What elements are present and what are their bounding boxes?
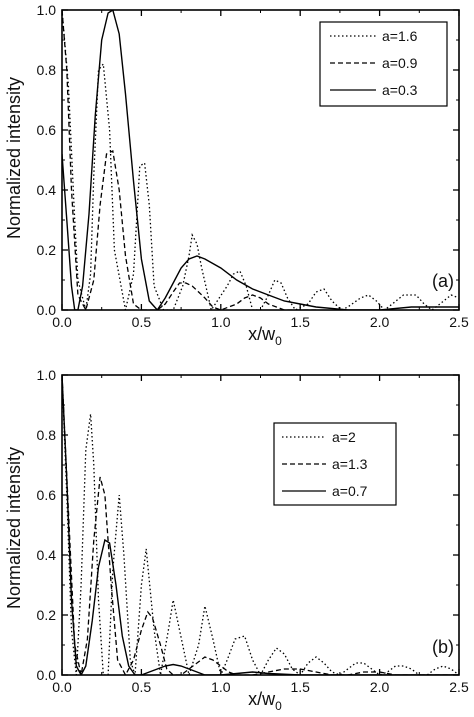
- panel-b-y-tick-label: 0.4: [37, 547, 57, 563]
- panel-a-y-tick-label: 0.8: [37, 62, 57, 78]
- panel-a-y-tick-label: 0.6: [37, 122, 57, 138]
- panel-b-series-3-line: [62, 375, 459, 675]
- panel-a-series-3-line: [62, 10, 459, 310]
- panel-a-x-tick-label: 2.5: [449, 314, 469, 330]
- panel-b-x-tick-label: 0.0: [52, 679, 72, 695]
- panel-b-y-axis-label: Normalized intensity: [4, 447, 24, 609]
- panel-b-x-tick-label: 2.0: [370, 679, 390, 695]
- panel-b-legend-text-1: a=2: [332, 429, 356, 445]
- panel-a-y-tick-label: 0.0: [37, 302, 57, 318]
- panel-a-y-tick-label: 0.4: [37, 182, 57, 198]
- panel-a-x-axis-label: x/w0: [248, 324, 282, 348]
- panel-b-y-tick-label: 0.2: [37, 607, 57, 623]
- panel-a-x-tick-label: 0.0: [52, 314, 72, 330]
- panel-a-legend-box: [319, 21, 448, 107]
- panel-b-label: (b): [432, 637, 454, 657]
- panel-a-series-2-line: [62, 10, 317, 310]
- panel-b-x-axis-label: x/w0: [248, 689, 282, 713]
- panel-b-series-2-line: [62, 375, 459, 675]
- panel-b-x-tick-label: 1.5: [290, 679, 310, 695]
- panel-a-legend-text-3: a=0.3: [382, 82, 418, 98]
- panel-b-y-tick-label: 0.8: [37, 427, 57, 443]
- panel-a-y-tick-label: 1.0: [37, 2, 57, 18]
- panel-b-x-tick-label: 2.5: [449, 679, 469, 695]
- panel-a-x-axis-label-sub: 0: [275, 334, 282, 348]
- panel-a-x-tick-label: 1.0: [211, 314, 231, 330]
- panel-a-plot-area: 0.0 0.5 1.0 1.5 2.0 2.5 0.0 0.2 0.4 0.6 0.8 1.0: [37, 2, 469, 330]
- panel-b: 0.0 0.5 1.0 1.5 2.0 2.5 0.0 0.2 0.4 0.6 0.8 1.0 (b)…: [4, 367, 469, 713]
- panel-a: 0.0 0.5 1.0 1.5 2.0 2.5 0.0 0.2 0.4 0.6 0.8 1.0 (a)…: [4, 2, 469, 348]
- panel-b-x-axis-label-main: x/w: [248, 689, 276, 709]
- panel-b-y-tick-label: 0.6: [37, 487, 57, 503]
- panel-a-x-tick-label: 0.5: [132, 314, 152, 330]
- panel-b-y-tick-label: 1.0: [37, 367, 57, 383]
- panel-a-label: (a): [432, 271, 454, 291]
- panel-b-series-1-line: [62, 375, 459, 675]
- panel-b-x-axis-label-sub: 0: [275, 699, 282, 713]
- panel-b-y-tick-label: 0.0: [37, 667, 57, 683]
- panel-a-legend-text-2: a=0.9: [382, 55, 418, 71]
- panel-a-legend: a=1.6 a=0.9 a=0.3: [319, 21, 448, 107]
- panel-b-legend-text-2: a=1.3: [332, 456, 368, 472]
- panel-a-x-tick-label: 1.5: [290, 314, 310, 330]
- panel-a-y-tick-label: 0.2: [37, 242, 57, 258]
- panel-b-legend-text-3: a=0.7: [332, 483, 368, 499]
- panel-a-x-axis-label-main: x/w: [248, 324, 276, 344]
- panel-a-x-tick-label: 2.0: [370, 314, 390, 330]
- panel-a-series-1-line: [62, 10, 459, 310]
- panel-b-plot-area: 0.0 0.5 1.0 1.5 2.0 2.5 0.0 0.2 0.4 0.6 0.8 1.0: [37, 367, 469, 695]
- panel-a-legend-text-1: a=1.6: [382, 28, 418, 44]
- panel-a-y-axis-label: Normalized intensity: [4, 77, 24, 239]
- panel-b-x-tick-label: 1.0: [211, 679, 231, 695]
- panel-b-legend: a=2 a=1.3 a=0.7: [273, 422, 397, 506]
- panel-b-x-tick-label: 0.5: [132, 679, 152, 695]
